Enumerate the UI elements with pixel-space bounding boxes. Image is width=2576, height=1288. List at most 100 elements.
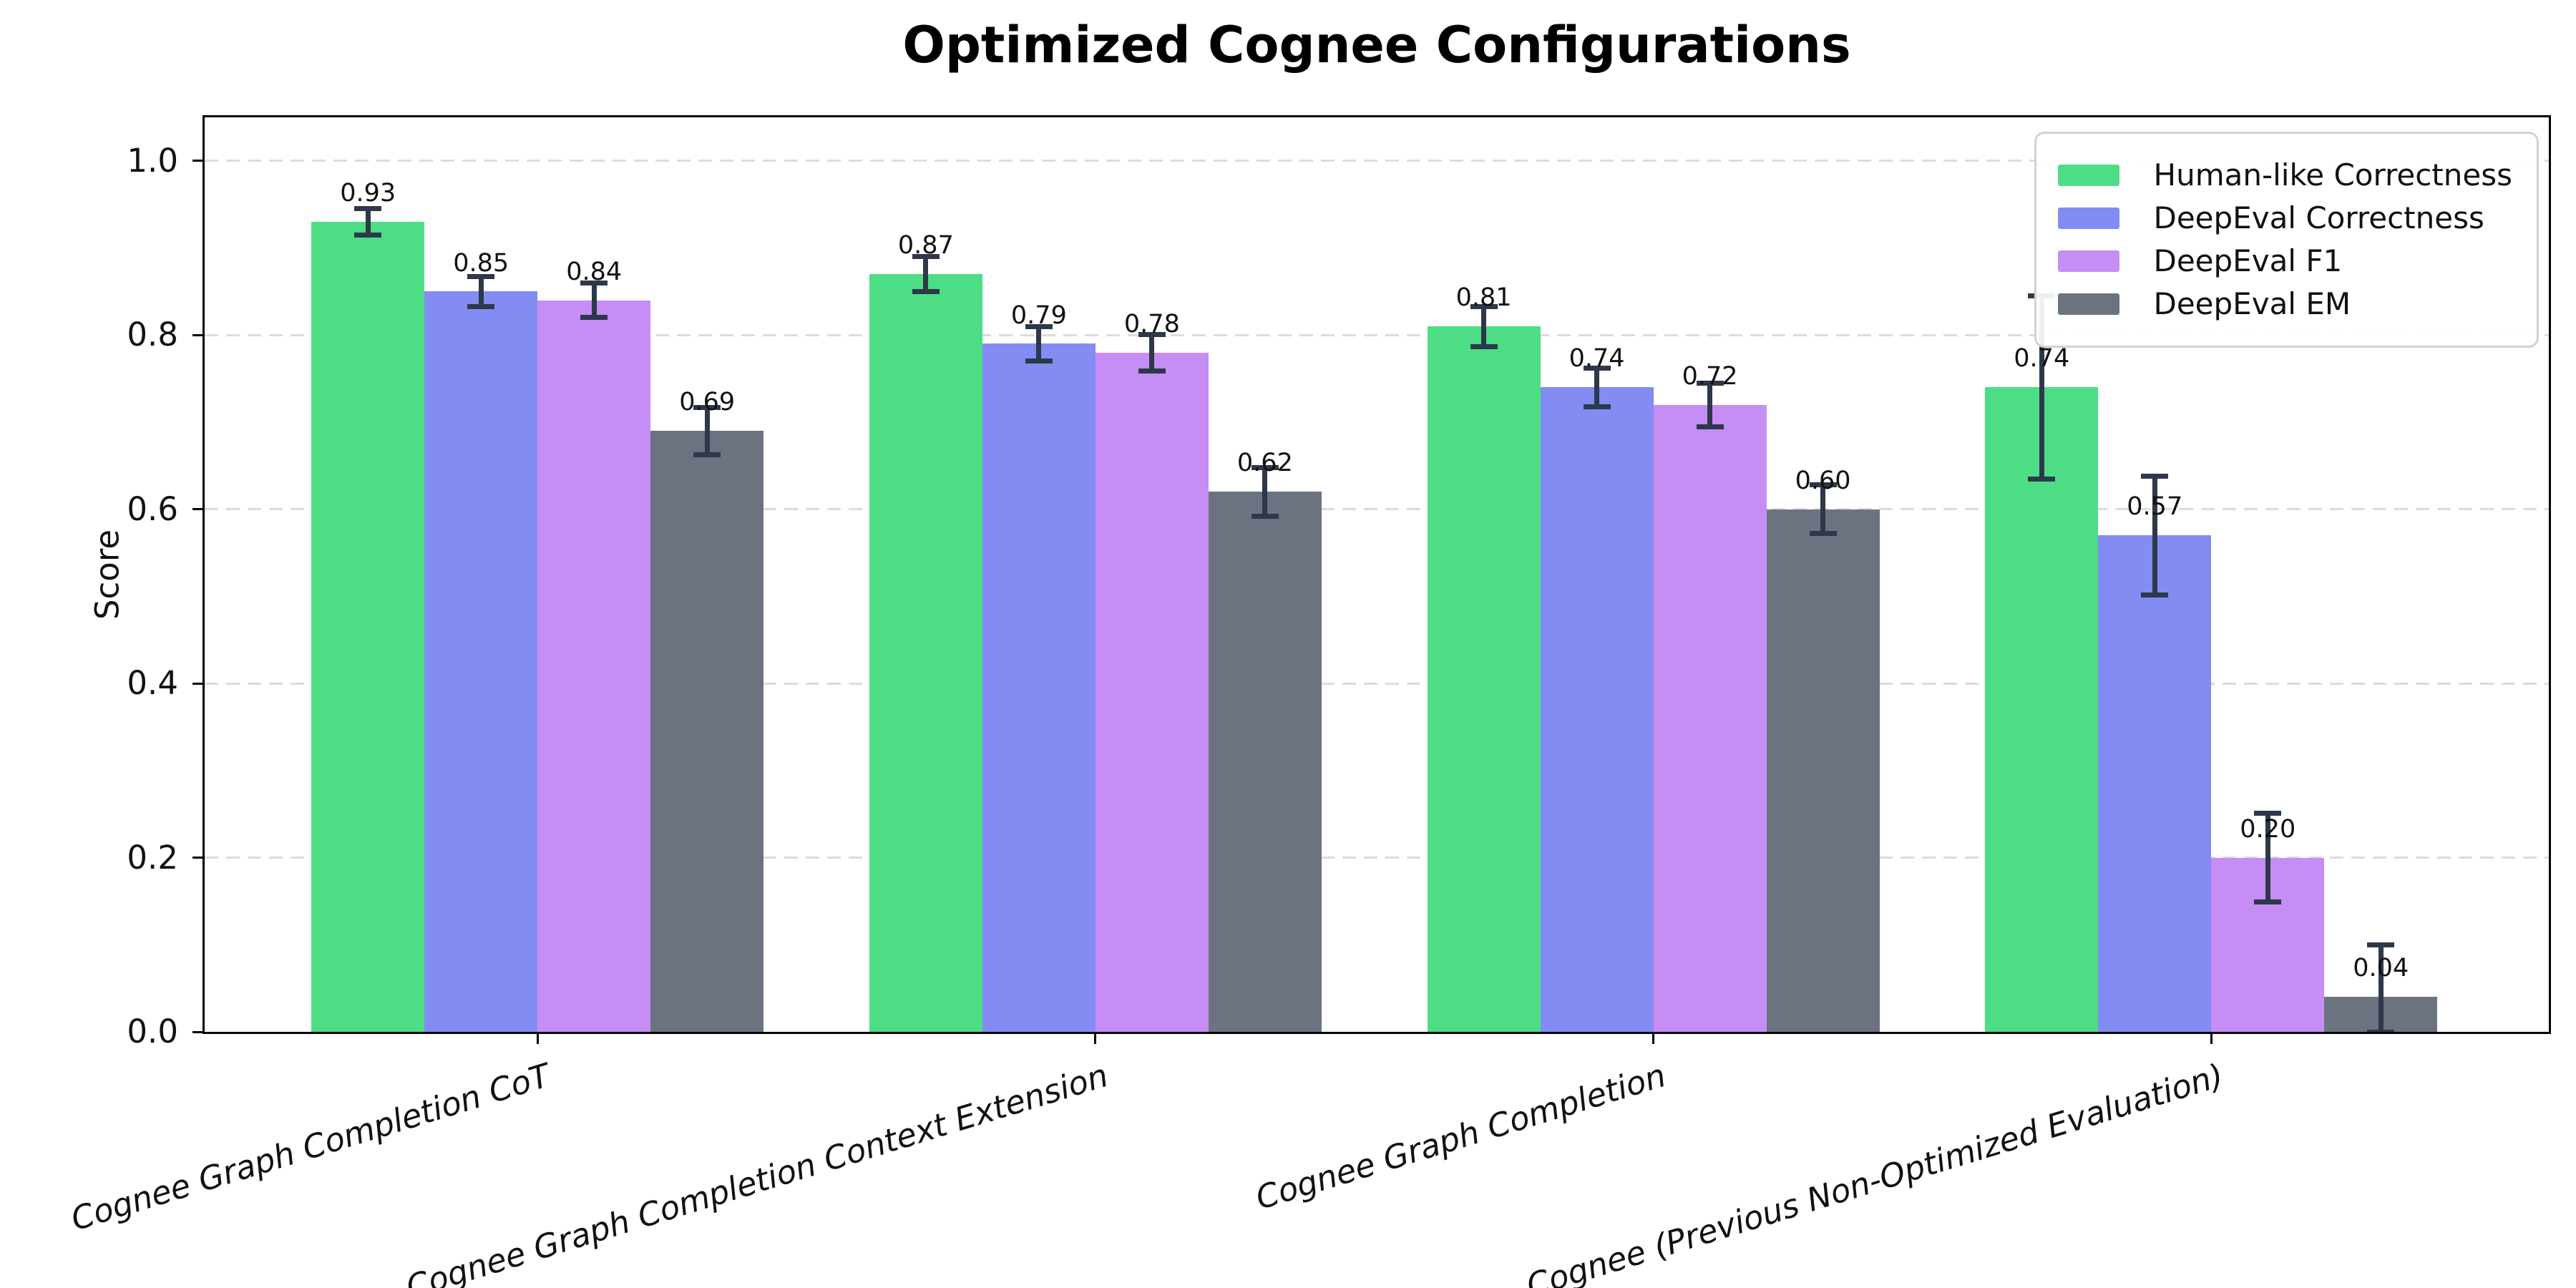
error-bar-line: [704, 407, 710, 455]
error-bar-cap-top: [1251, 464, 1279, 470]
error-bar-line: [1036, 326, 1042, 361]
error-bar-cap-bottom: [354, 232, 382, 238]
bar-value-label: 0.81: [1455, 283, 1512, 313]
error-bar-cap-bottom: [1696, 424, 1724, 429]
gridline: [205, 682, 2549, 685]
bar: [1653, 404, 1767, 1032]
error-bar-cap-bottom: [2254, 899, 2282, 905]
bar-value-label: 0.72: [1682, 361, 1738, 391]
bar-value-label: 0.69: [679, 388, 736, 417]
error-bar-cap-top: [693, 404, 721, 410]
error-bar-cap-top: [2141, 473, 2169, 479]
y-tick-label: 0.0: [127, 1013, 178, 1050]
error-bar-cap-bottom: [1025, 358, 1053, 364]
bar-value-label: 0.85: [453, 248, 509, 278]
gridline: [205, 333, 2549, 336]
y-tick-mark: [192, 682, 203, 685]
legend-label: DeepEval F1: [2153, 243, 2343, 278]
y-tick-label: 0.6: [127, 489, 178, 528]
error-bar-line: [1820, 484, 1826, 534]
error-bar-line: [1594, 368, 1600, 407]
y-tick-label: 0.4: [127, 664, 178, 703]
gridline: [205, 508, 2549, 511]
legend-label: DeepEval Correctness: [2153, 200, 2484, 235]
bar: [982, 343, 1096, 1032]
bar: [537, 300, 651, 1032]
error-bar-line: [2265, 813, 2270, 902]
error-bar-line: [478, 276, 484, 307]
legend: Human-like Correctness DeepEval Correctne…: [2034, 132, 2539, 348]
y-tick-label: 0.8: [127, 316, 178, 354]
error-bar-line: [591, 283, 597, 318]
bar: [1766, 509, 1880, 1032]
bar-value-label: 0.84: [566, 257, 623, 286]
bar-value-label: 0.60: [1795, 466, 1851, 495]
bar-value-label: 0.74: [1568, 344, 1625, 374]
bar: [1095, 352, 1209, 1032]
error-bar-cap-bottom: [1470, 343, 1498, 349]
error-bar-line: [2152, 476, 2157, 595]
error-bar-line: [365, 208, 371, 235]
x-tick-label: Cognee Graph Completion: [1251, 1056, 1670, 1217]
x-tick-label: Cognee Graph Completion CoT: [66, 1056, 555, 1239]
error-bar-cap-top: [467, 274, 495, 280]
error-bar-cap-top: [354, 206, 382, 212]
bar-value-label: 0.74: [2014, 344, 2070, 374]
y-tick-mark: [192, 333, 203, 336]
error-bar-line: [1262, 467, 1268, 517]
error-bar-cap-bottom: [1138, 368, 1166, 374]
y-tick-mark: [192, 160, 203, 162]
legend-swatch: [2057, 250, 2119, 272]
bar: [2098, 535, 2212, 1032]
bar-value-label: 0.78: [1123, 309, 1180, 338]
error-bar-cap-top: [1138, 331, 1166, 337]
legend-item: Human-like Correctness: [2057, 155, 2512, 195]
x-tick-mark: [1652, 1034, 1655, 1044]
bar: [311, 222, 425, 1032]
error-bar-line: [2039, 296, 2044, 479]
bar-value-label: 0.93: [340, 179, 396, 208]
error-bar-line: [1707, 383, 1713, 427]
error-bar-cap-bottom: [2028, 476, 2056, 482]
error-bar-cap-top: [2367, 942, 2395, 947]
legend-item: DeepEval EM: [2057, 284, 2513, 324]
y-tick-label: 1.0: [127, 141, 178, 180]
error-bar-cap-top: [912, 254, 940, 260]
chart-title: Optimized Cognee Configurations: [902, 16, 1851, 74]
gridline: [205, 857, 2549, 859]
y-axis-label: Score: [88, 529, 127, 620]
error-bar-cap-top: [1696, 380, 1724, 386]
bar: [424, 291, 538, 1032]
error-bar-cap-bottom: [467, 303, 495, 309]
error-bar-cap-bottom: [2367, 1029, 2395, 1032]
legend-label: DeepEval EM: [2153, 286, 2351, 321]
bar-value-label: 0.57: [2127, 492, 2183, 522]
y-tick-mark: [192, 857, 203, 859]
bar: [1540, 387, 1654, 1032]
error-bar-cap-bottom: [1809, 531, 1837, 537]
error-bar-cap-top: [1583, 366, 1611, 371]
error-bar-cap-bottom: [693, 452, 721, 457]
bar: [1208, 492, 1322, 1032]
x-tick-mark: [1094, 1034, 1097, 1044]
bar: [650, 431, 764, 1032]
bar-value-label: 0.04: [2353, 954, 2409, 983]
bar: [1427, 326, 1541, 1032]
y-tick-label: 0.2: [127, 838, 178, 877]
legend-swatch: [2057, 165, 2119, 186]
error-bar-line: [923, 256, 929, 292]
error-bar-cap-bottom: [1583, 404, 1611, 409]
bar-value-label: 0.62: [1236, 449, 1293, 478]
x-tick-mark: [536, 1034, 539, 1044]
y-tick-mark: [192, 508, 203, 511]
error-bar-line: [1481, 306, 1487, 347]
error-bar-cap-bottom: [580, 315, 608, 321]
bar: [1985, 387, 2099, 1032]
legend-swatch: [2057, 208, 2119, 229]
bar-value-label: 0.79: [1010, 301, 1067, 330]
gridline: [205, 160, 2549, 162]
error-bar-cap-top: [1809, 482, 1837, 488]
error-bar-cap-top: [580, 280, 608, 286]
bar: [869, 274, 982, 1032]
